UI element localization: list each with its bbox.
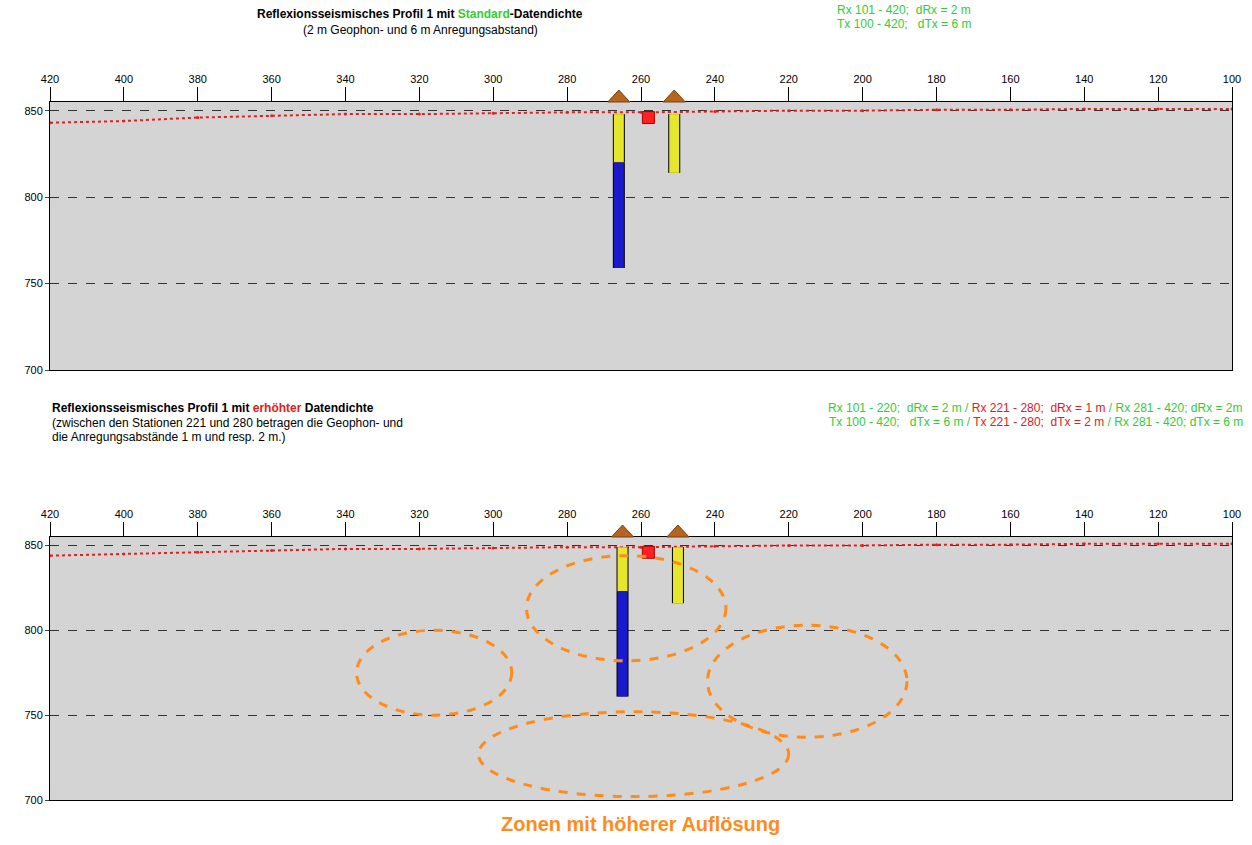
svg-text:220: 220 — [780, 73, 798, 85]
svg-text:Tx 100 - 420; dTx = 6 m / Tx: Tx 100 - 420; dTx = 6 m / Tx 221 - 280; … — [829, 415, 1243, 429]
svg-text:(2 m Geophon- und 6 m Anregung: (2 m Geophon- und 6 m Anregungsabstand) — [303, 23, 538, 37]
svg-text:200: 200 — [853, 508, 871, 520]
svg-text:100: 100 — [1223, 508, 1241, 520]
svg-text:850: 850 — [24, 539, 42, 551]
svg-text:260: 260 — [632, 508, 650, 520]
svg-text:220: 220 — [780, 508, 798, 520]
svg-text:420: 420 — [41, 508, 59, 520]
svg-text:420: 420 — [41, 73, 59, 85]
svg-text:360: 360 — [262, 508, 280, 520]
svg-text:850: 850 — [24, 105, 42, 117]
svg-text:700: 700 — [24, 794, 42, 806]
svg-text:180: 180 — [927, 73, 945, 85]
svg-text:400: 400 — [115, 508, 133, 520]
svg-text:800: 800 — [24, 624, 42, 636]
svg-text:280: 280 — [558, 508, 576, 520]
svg-text:300: 300 — [484, 508, 502, 520]
svg-text:100: 100 — [1223, 73, 1241, 85]
svg-text:(zwischen den Stationen 221 un: (zwischen den Stationen 221 und 280 betr… — [52, 416, 403, 430]
svg-text:750: 750 — [24, 709, 42, 721]
svg-text:die Anregungsabstände 1 m und: die Anregungsabstände 1 m und resp. 2 m.… — [52, 430, 285, 444]
svg-text:320: 320 — [410, 508, 428, 520]
svg-text:Zonen mit höherer Auflösung: Zonen mit höherer Auflösung — [501, 813, 780, 835]
svg-text:340: 340 — [336, 73, 354, 85]
svg-text:300: 300 — [484, 73, 502, 85]
svg-text:Tx 100 - 420; dTx = 6 m: Tx 100 - 420; dTx = 6 m — [837, 17, 971, 31]
svg-text:240: 240 — [706, 73, 724, 85]
svg-text:800: 800 — [24, 191, 42, 203]
svg-text:Rx 101 - 220; dRx = 2 m / Rx: Rx 101 - 220; dRx = 2 m / Rx 221 - 280; … — [828, 401, 1243, 415]
svg-text:700: 700 — [24, 364, 42, 376]
svg-text:360: 360 — [262, 73, 280, 85]
svg-text:380: 380 — [189, 508, 207, 520]
svg-text:400: 400 — [115, 73, 133, 85]
svg-text:140: 140 — [1075, 508, 1093, 520]
svg-text:180: 180 — [927, 508, 945, 520]
svg-text:120: 120 — [1149, 508, 1167, 520]
svg-text:160: 160 — [1001, 73, 1019, 85]
svg-text:340: 340 — [336, 508, 354, 520]
svg-text:Reflexionsseismisches Profil 1: Reflexionsseismisches Profil 1 mit erhöh… — [52, 401, 374, 415]
svg-text:240: 240 — [706, 508, 724, 520]
svg-text:380: 380 — [189, 73, 207, 85]
svg-text:200: 200 — [853, 73, 871, 85]
svg-text:120: 120 — [1149, 73, 1167, 85]
svg-text:260: 260 — [632, 73, 650, 85]
svg-text:Reflexionsseismisches Profil 1: Reflexionsseismisches Profil 1 mit Stand… — [257, 7, 583, 21]
svg-text:140: 140 — [1075, 73, 1093, 85]
svg-text:320: 320 — [410, 73, 428, 85]
svg-text:Rx 101 - 420; dRx = 2 m: Rx 101 - 420; dRx = 2 m — [837, 3, 971, 17]
svg-text:160: 160 — [1001, 508, 1019, 520]
svg-text:280: 280 — [558, 73, 576, 85]
svg-text:750: 750 — [24, 277, 42, 289]
